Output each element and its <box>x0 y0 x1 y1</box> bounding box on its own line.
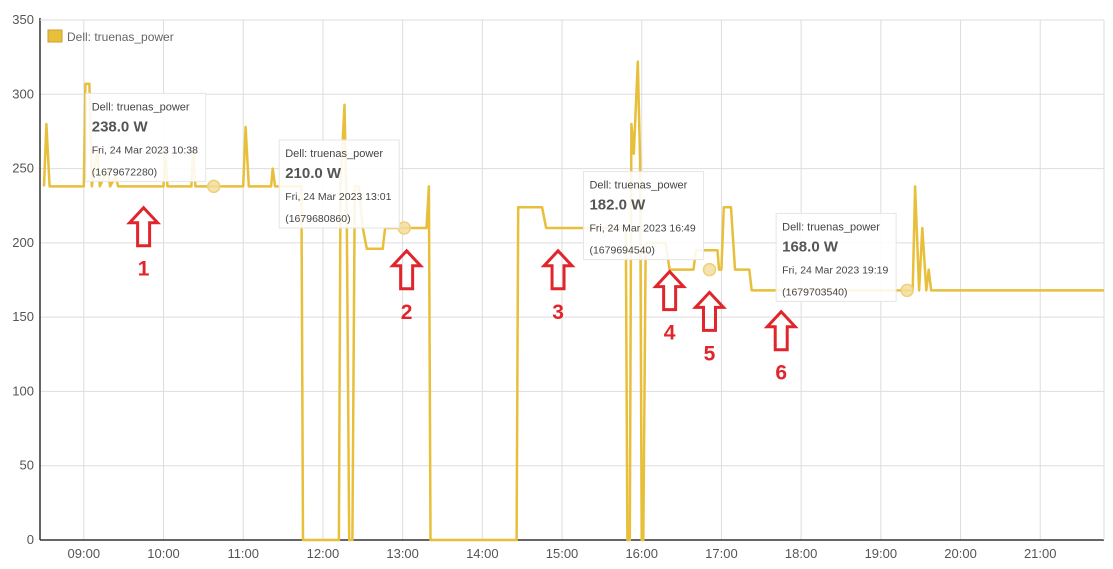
tooltip-series: Dell: truenas_power <box>92 101 190 113</box>
annotation-arrow-1: 1 <box>126 205 162 281</box>
tooltip-series: Dell: truenas_power <box>782 221 880 233</box>
tooltip-box <box>582 171 704 261</box>
up-arrow-icon <box>763 309 799 352</box>
annotation-arrow-3: 3 <box>540 248 576 324</box>
x-tick-label: 16:00 <box>625 546 658 561</box>
tooltip-time: Fri, 24 Mar 2023 16:49 <box>589 223 695 235</box>
x-tick-label: 14:00 <box>466 546 499 561</box>
tooltip: Dell: truenas_power 182.0 W Fri, 24 Mar 20… <box>582 171 704 261</box>
tooltip-time: Fri, 24 Mar 2023 13:01 <box>285 191 391 203</box>
annotations: 1 2 3 4 5 6 <box>126 205 799 385</box>
tooltip: Dell: truenas_power 238.0 W Fri, 24 Mar 20… <box>85 92 207 182</box>
hover-point[interactable] <box>900 283 914 298</box>
tooltip-timestamp: (1679672280) <box>92 166 157 178</box>
up-arrow-icon <box>692 290 727 332</box>
tooltip: Dell: truenas_power 168.0 W Fri, 24 Mar 20… <box>775 212 897 302</box>
annotation-number: 2 <box>401 301 413 324</box>
annotation-number: 1 <box>138 258 150 281</box>
up-arrow-icon <box>540 248 576 291</box>
y-tick-label: 100 <box>12 383 34 398</box>
hover-point[interactable] <box>702 262 717 277</box>
hover-point[interactable] <box>397 221 411 235</box>
y-tick-label: 200 <box>12 235 34 250</box>
y-tick-label: 150 <box>12 309 34 324</box>
tooltip-time: Fri, 24 Mar 2023 10:38 <box>92 144 198 156</box>
tooltip-series: Dell: truenas_power <box>589 180 687 192</box>
tooltip-value: 238.0 W <box>92 118 149 135</box>
legend[interactable]: Dell: truenas_power <box>47 29 174 44</box>
y-tick-label: 300 <box>12 86 34 101</box>
x-tick-label: 18:00 <box>785 546 818 561</box>
tooltip-box <box>278 139 400 229</box>
x-tick-label: 12:00 <box>307 546 340 561</box>
axes: 0 50 100 150 200 250 300 350 09:00 10:00 11:00 12:0… <box>12 12 1105 561</box>
up-arrow-icon <box>126 205 162 248</box>
tooltip-timestamp: (1679694540) <box>589 245 654 257</box>
y-tick-label: 250 <box>12 161 34 176</box>
tooltip-value: 168.0 W <box>782 238 839 255</box>
x-tick-label: 21:00 <box>1024 546 1057 561</box>
tooltip-time: Fri, 24 Mar 2023 19:19 <box>782 264 888 276</box>
hover-point[interactable] <box>206 179 221 194</box>
up-arrow-icon <box>389 248 425 291</box>
y-tick-label: 350 <box>12 12 34 27</box>
tooltip-box <box>775 212 897 302</box>
annotation-number: 6 <box>775 362 787 385</box>
x-tick-label: 09:00 <box>68 546 101 561</box>
x-tick-label: 11:00 <box>227 546 259 561</box>
tooltip-timestamp: (1679680860) <box>285 213 350 225</box>
x-tick-label: 13:00 <box>386 546 419 561</box>
y-tick-label: 0 <box>27 532 34 547</box>
y-tick-label: 50 <box>20 458 34 473</box>
tooltip-box <box>85 92 207 182</box>
tooltip-value: 210.0 W <box>285 165 342 182</box>
tooltip: Dell: truenas_power 210.0 W Fri, 24 Mar 20… <box>278 139 400 229</box>
annotation-arrow-4: 4 <box>652 269 688 345</box>
annotation-number: 3 <box>552 301 564 324</box>
x-tick-label: 19:00 <box>865 546 898 561</box>
x-tick-label: 15:00 <box>546 546 579 561</box>
x-tick-label: 17:00 <box>705 546 738 561</box>
annotation-arrow-2: 2 <box>389 248 425 324</box>
annotation-number: 5 <box>704 342 716 365</box>
legend-swatch <box>47 29 63 43</box>
tooltip-value: 182.0 W <box>589 197 646 214</box>
legend-label: Dell: truenas_power <box>67 30 174 44</box>
annotation-number: 4 <box>664 322 676 345</box>
up-arrow-icon <box>652 269 688 312</box>
tooltip-series: Dell: truenas_power <box>285 148 383 160</box>
markers <box>206 179 914 298</box>
tooltips: Dell: truenas_power 238.0 W Fri, 24 Mar 20… <box>85 92 897 302</box>
tooltip-timestamp: (1679703540) <box>782 286 847 298</box>
x-tick-label: 10:00 <box>147 546 180 561</box>
annotation-arrow-5: 5 <box>692 290 727 365</box>
x-tick-label: 20:00 <box>944 546 977 561</box>
annotation-arrow-6: 6 <box>763 309 799 385</box>
